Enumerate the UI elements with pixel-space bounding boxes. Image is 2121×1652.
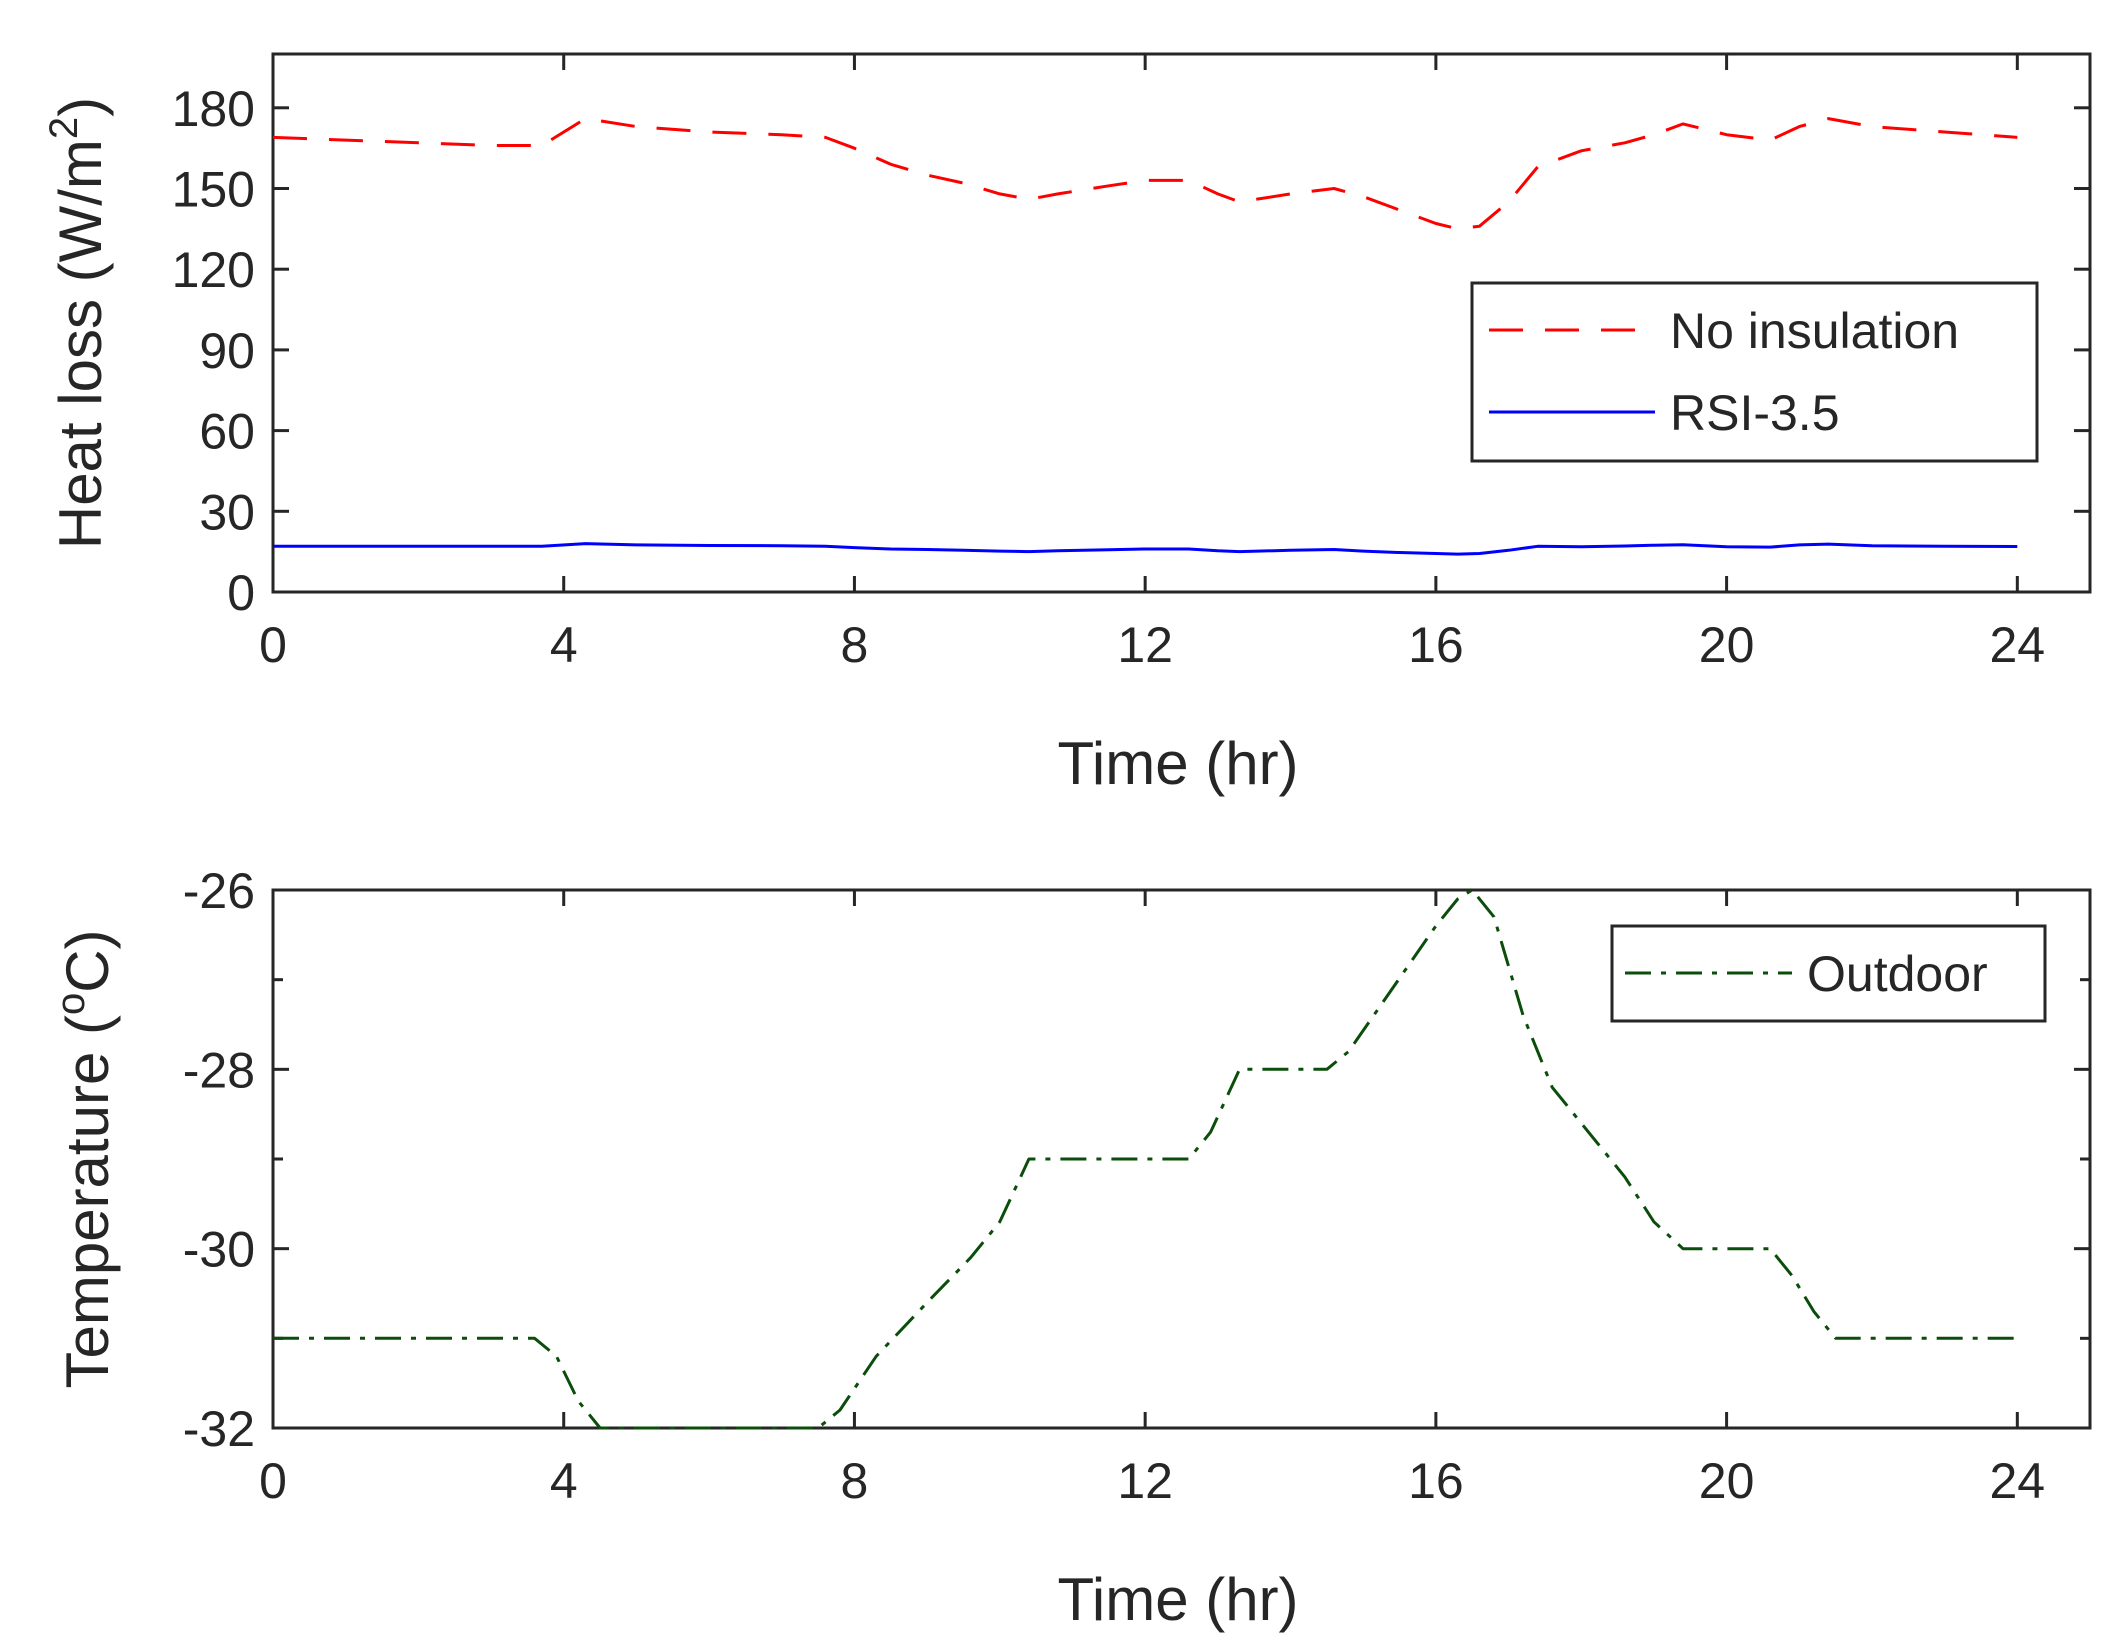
x-tick-label: 4 — [550, 617, 578, 673]
x-axis-label: Time (hr) — [1057, 730, 1298, 797]
legend: No insulation RSI-3.5 — [1470, 281, 2039, 463]
x-tick-label: 20 — [1699, 617, 1755, 673]
y-axis-label: Heat loss (W/m2) — [42, 97, 114, 549]
x-tick-label: 16 — [1408, 617, 1464, 673]
legend-box — [1470, 281, 2039, 463]
x-tick-label: 24 — [1990, 1453, 2046, 1509]
y-tick-label: 0 — [227, 565, 255, 621]
y-tick-label: -32 — [183, 1401, 255, 1457]
ticks — [271, 54, 2090, 594]
y-tick-label: -28 — [183, 1042, 255, 1098]
y-tick-label: 120 — [172, 242, 255, 298]
series-group — [272, 117, 2018, 556]
y-tick-labels: 0 30 60 90 120 150 180 — [172, 81, 255, 621]
x-axis-label: Time (hr) — [1057, 1566, 1298, 1633]
y-tick-label: 90 — [199, 323, 255, 379]
y-tick-label: -26 — [183, 863, 255, 919]
heat-loss-chart: 0 4 8 12 16 20 24 0 30 60 90 120 150 180 Time (hr) H… — [42, 52, 2092, 797]
legend-label-outdoor: Outdoor — [1807, 946, 1988, 1002]
y-tick-label: 150 — [172, 162, 255, 218]
legend: Outdoor — [1610, 924, 2047, 1023]
x-tick-label: 24 — [1990, 617, 2046, 673]
temperature-chart: 0 4 8 12 16 20 24 -32 -30 -28 -26 Time (hr) Tempe… — [49, 863, 2092, 1633]
series-line-rsi-3-5 — [273, 542, 2018, 556]
x-tick-label: 0 — [259, 1453, 287, 1509]
x-tick-label: 8 — [841, 1453, 869, 1509]
y-tick-labels: -32 -30 -28 -26 — [183, 863, 255, 1457]
legend-label-no-insulation: No insulation — [1670, 303, 1959, 359]
series-group — [273, 888, 2018, 1430]
y-axis-label: Temperature (oC) — [49, 929, 121, 1388]
series-line-outdoor — [273, 888, 2018, 1430]
x-tick-label: 12 — [1117, 1453, 1173, 1509]
x-tick-label: 20 — [1699, 1453, 1755, 1509]
y-tick-label: 180 — [172, 81, 255, 137]
x-tick-label: 4 — [550, 1453, 578, 1509]
y-tick-label: 60 — [199, 404, 255, 460]
x-tick-label: 0 — [259, 617, 287, 673]
x-tick-labels: 0 4 8 12 16 20 24 — [259, 1453, 2045, 1509]
y-tick-label: 30 — [199, 484, 255, 540]
x-tick-label: 12 — [1117, 617, 1173, 673]
x-tick-label: 8 — [841, 617, 869, 673]
x-tick-label: 16 — [1408, 1453, 1464, 1509]
ticks — [271, 888, 2090, 1430]
y-tick-label: -30 — [183, 1222, 255, 1278]
x-tick-labels: 0 4 8 12 16 20 24 — [259, 617, 2045, 673]
legend-label-rsi-3-5: RSI-3.5 — [1670, 385, 1840, 441]
series-line-no-insulation — [272, 117, 2018, 231]
